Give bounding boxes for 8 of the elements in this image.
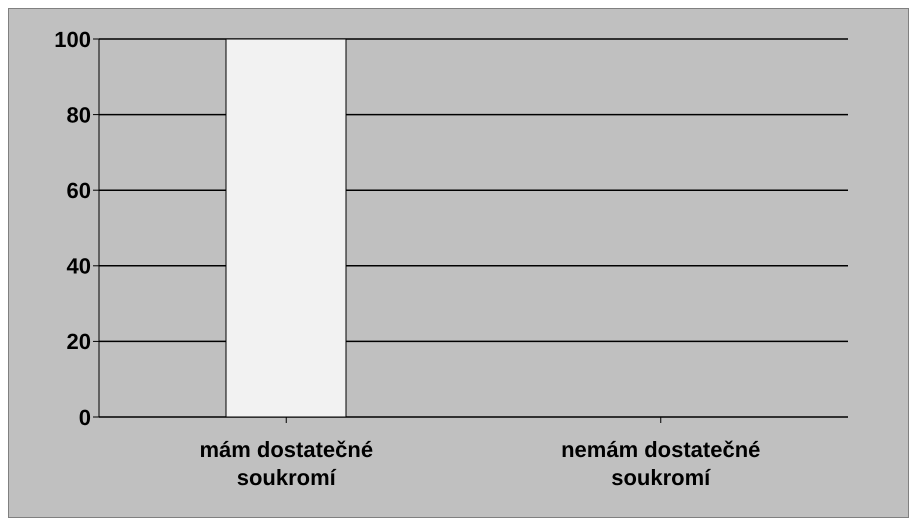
x-tick-label: mám dostatečné soukromí [199,437,374,490]
y-tick-label: 60 [66,178,91,204]
y-tick-label: 100 [54,26,91,52]
y-tick-label: 0 [78,404,91,430]
y-tick-label: 20 [66,329,91,354]
x-tick-label: nemám dostatečné soukromí [561,437,760,490]
y-tick-label: 40 [66,254,91,279]
y-tick-label: 80 [66,102,91,128]
